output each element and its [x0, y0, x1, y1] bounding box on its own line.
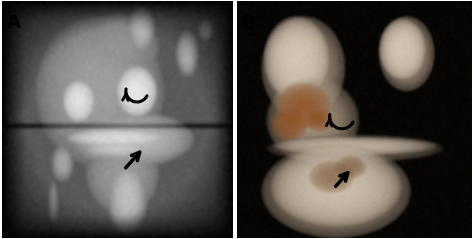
- Text: B: B: [241, 14, 255, 32]
- Text: A: A: [7, 14, 20, 32]
